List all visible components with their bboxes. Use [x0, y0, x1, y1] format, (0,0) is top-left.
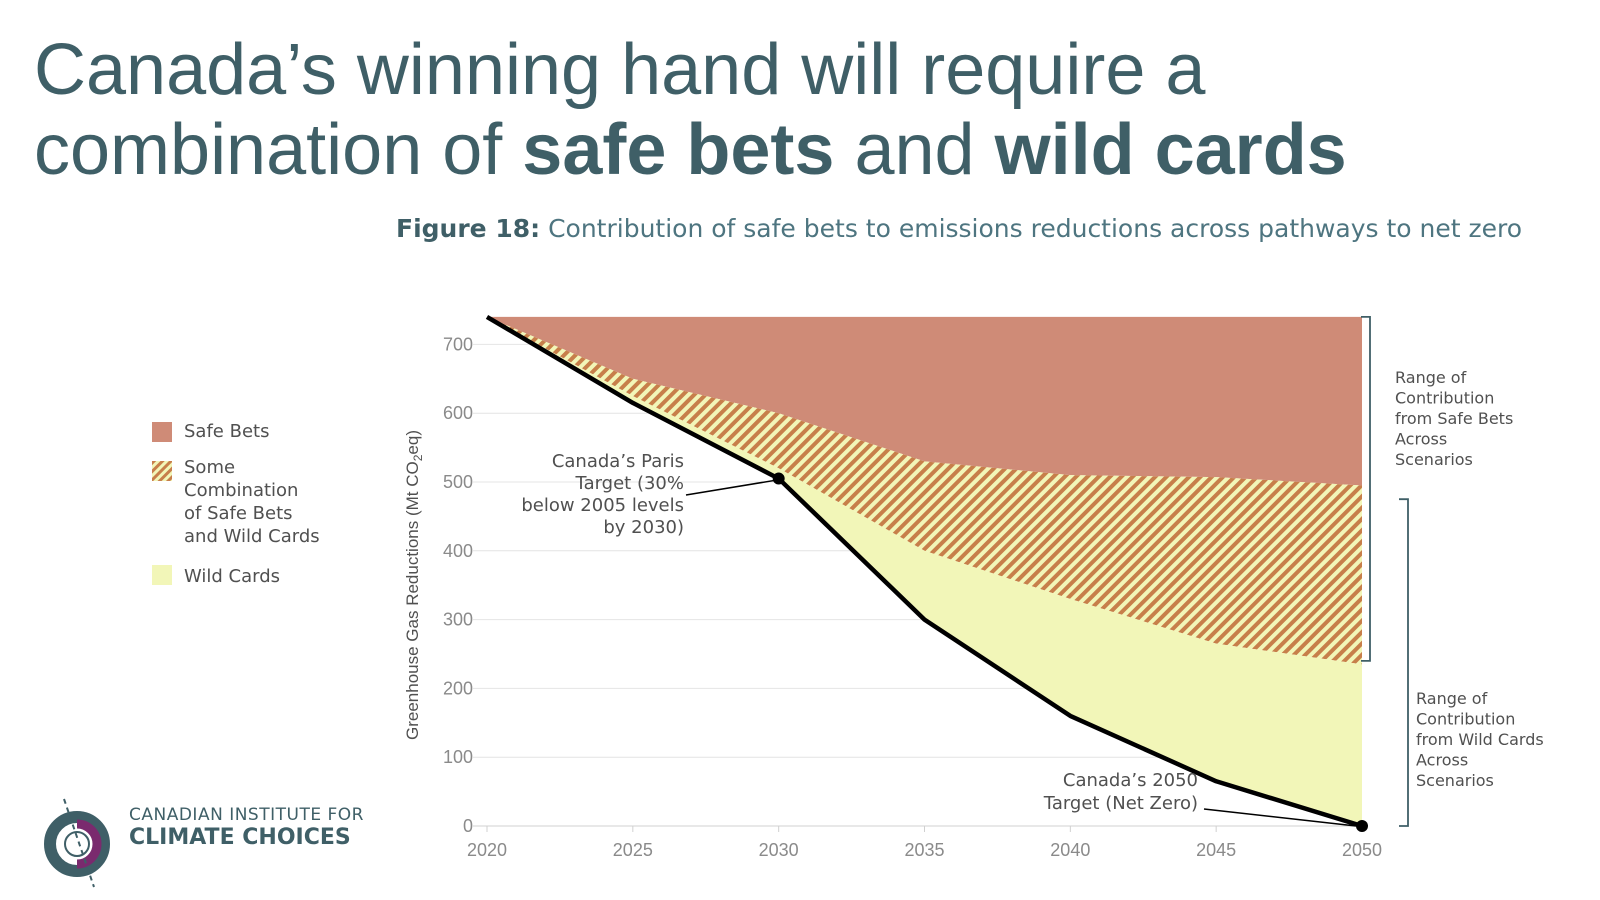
y-tick-label: 500 [443, 472, 473, 492]
logo-line-1: CANADIAN INSTITUTE FOR [129, 805, 364, 825]
legend-swatch-safe-bets [152, 422, 172, 442]
slide-title: Canada’s winning hand will require a com… [34, 30, 1574, 190]
x-tick-label: 2050 [1342, 840, 1382, 860]
net-zero-leader [1203, 808, 1357, 827]
x-tick-label: 2020 [467, 840, 507, 860]
legend-swatch-combination [152, 461, 172, 481]
safe-bets-range-bracket [1361, 315, 1371, 662]
y-axis-label-main: Greenhouse Gas Reductions (Mt CO [403, 461, 422, 740]
y-tick-label: 600 [443, 403, 473, 423]
legend-label-wild-cards: Wild Cards [184, 566, 281, 587]
net-zero-annotation: Canada’s 2050 Target (Net Zero) [1043, 770, 1198, 814]
x-tick-label: 2025 [613, 840, 653, 860]
net-zero-marker [1356, 820, 1368, 832]
figure-label: Figure 18: [396, 214, 541, 243]
title-bold-wild-cards: wild cards [994, 110, 1347, 190]
legend-swatch-wild-cards [152, 565, 172, 585]
x-tick-label: 2030 [759, 840, 799, 860]
paris-target-marker [772, 472, 785, 485]
y-axis-label-sub: 2 [411, 454, 425, 461]
legend-label-combination: Some Combination of Safe Bets and Wild C… [184, 457, 320, 547]
title-bold-safe-bets: safe bets [522, 110, 835, 190]
y-tick-label: 0 [463, 816, 473, 836]
safe-bets-range-label: Range of Contribution from Safe Bets Across… [1395, 368, 1513, 469]
figure-caption-text: Contribution of safe bets to emissions r… [540, 214, 1523, 243]
logo-mark-icon [44, 798, 110, 888]
y-tick-label: 100 [443, 747, 473, 767]
y-axis-label-end: eq) [403, 430, 422, 455]
logo: CANADIAN INSTITUTE FOR CLIMATE CHOICES [42, 797, 382, 888]
x-tick-label: 2040 [1050, 840, 1090, 860]
legend-label-safe-bets: Safe Bets [184, 421, 270, 442]
figure-caption: Figure 18: Contribution of safe bets to … [396, 208, 1576, 250]
x-tick-label: 2035 [904, 840, 944, 860]
y-axis-label: Greenhouse Gas Reductions (Mt CO2eq) [403, 430, 425, 740]
y-tick-label: 300 [443, 610, 473, 630]
area-wild-cards [487, 316, 1362, 826]
target-pathway-line [485, 314, 1363, 829]
title-text-2: and [834, 110, 995, 190]
paris-target-leader [685, 479, 774, 496]
title-text-1: Canada’s winning hand will require a com… [34, 30, 1206, 190]
paris-target-annotation: Canada’s Paris Target (30% below 2005 leve… [521, 451, 684, 538]
area-safe-bets [487, 316, 1362, 486]
logo-line-2: CLIMATE CHOICES [129, 825, 351, 850]
wild-cards-range-bracket [1399, 498, 1409, 827]
x-tick-label: 2045 [1196, 840, 1236, 860]
wild-cards-range-label: Range of Contribution from Wild Cards Acros… [1416, 689, 1544, 790]
y-tick-label: 400 [443, 541, 473, 561]
area-combination [487, 316, 1362, 665]
y-tick-label: 200 [443, 678, 473, 698]
y-tick-label: 700 [443, 334, 473, 354]
